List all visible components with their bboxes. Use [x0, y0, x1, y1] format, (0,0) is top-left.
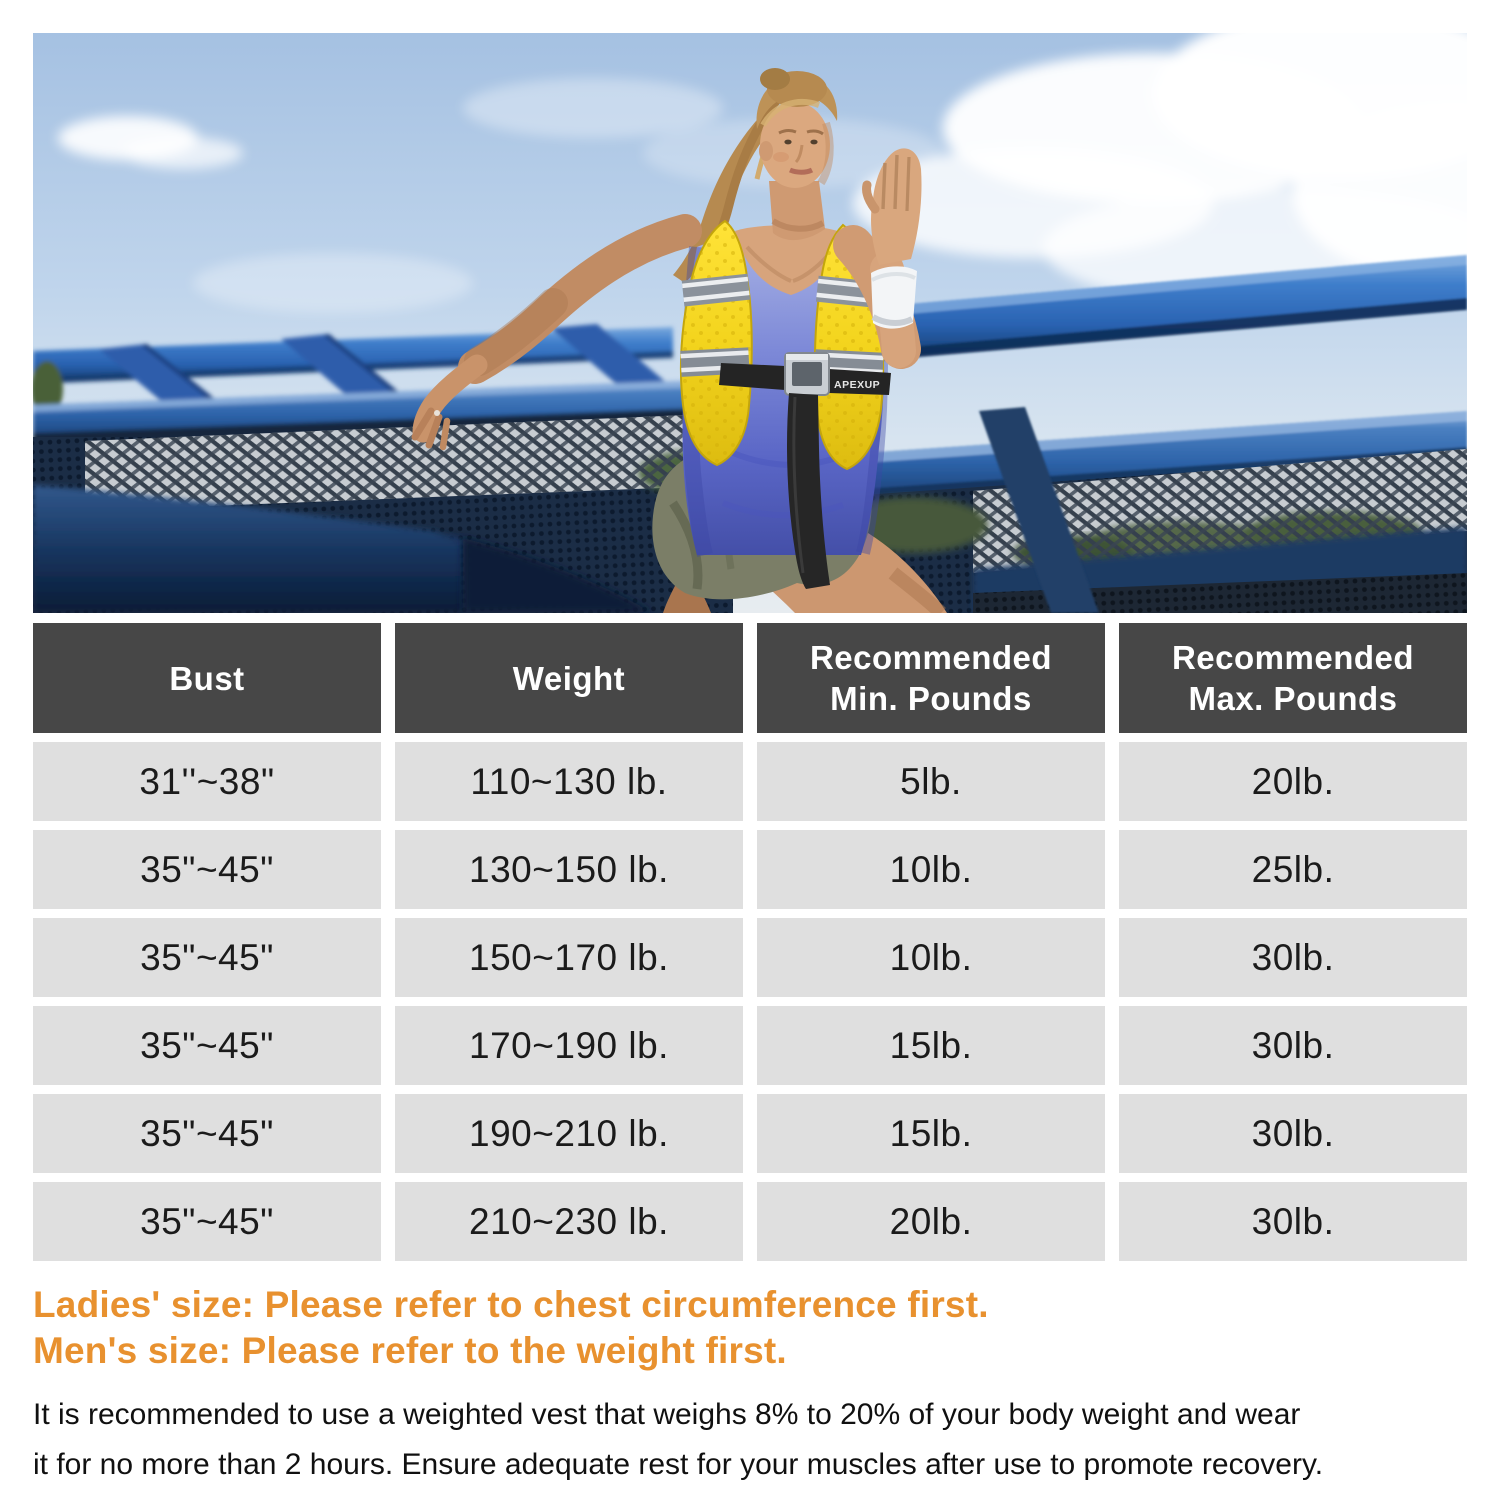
cell-min: 20lb. — [757, 1182, 1105, 1261]
column-header-min-pounds: Recommended Min. Pounds — [757, 623, 1105, 733]
cell-max: 25lb. — [1119, 830, 1467, 909]
cell-min: 15lb. — [757, 1006, 1105, 1085]
cell-bust: 35"~45" — [33, 1094, 381, 1173]
cell-max: 20lb. — [1119, 742, 1467, 821]
weighted-vest: APEXUP — [680, 219, 891, 589]
cell-weight: 170~190 lb. — [395, 1006, 743, 1085]
cell-bust: 35"~45" — [33, 830, 381, 909]
bridge-railing — [33, 255, 1467, 613]
vest-brand-label: APEXUP — [834, 379, 880, 391]
cell-bust: 35"~45" — [33, 1006, 381, 1085]
wristband — [871, 266, 917, 329]
cell-min: 15lb. — [757, 1094, 1105, 1173]
column-header-max-pounds: Recommended Max. Pounds — [1119, 623, 1467, 733]
cell-min: 5lb. — [757, 742, 1105, 821]
cell-bust: 35"~45" — [33, 918, 381, 997]
cell-max: 30lb. — [1119, 918, 1467, 997]
cell-weight: 210~230 lb. — [395, 1182, 743, 1261]
reflective-stripe — [681, 273, 751, 307]
ladies-size-note: Ladies' size: Please refer to chest circ… — [33, 1284, 989, 1325]
cell-min: 10lb. — [757, 830, 1105, 909]
size-chart-table: Bust Weight Recommended Min. Pounds Reco… — [33, 623, 1467, 1261]
cell-weight: 130~150 lb. — [395, 830, 743, 909]
cell-bust: 35"~45" — [33, 1182, 381, 1261]
cell-max: 30lb. — [1119, 1006, 1467, 1085]
product-photo: APEXUP — [33, 33, 1467, 613]
runner-woman: APEXUP — [411, 68, 947, 613]
column-header-bust: Bust — [33, 623, 381, 733]
usage-disclaimer: It is recommended to use a weighted vest… — [33, 1398, 1324, 1481]
cell-weight: 150~170 lb. — [395, 918, 743, 997]
cell-max: 30lb. — [1119, 1182, 1467, 1261]
column-header-weight: Weight — [395, 623, 743, 733]
cell-max: 30lb. — [1119, 1094, 1467, 1173]
bridge-runner-scene: APEXUP — [33, 33, 1467, 613]
mens-size-note: Men's size: Please refer to the weight f… — [33, 1330, 787, 1371]
cell-min: 10lb. — [757, 918, 1105, 997]
cell-bust: 31''~38" — [33, 742, 381, 821]
cell-weight: 110~130 lb. — [395, 742, 743, 821]
cell-weight: 190~210 lb. — [395, 1094, 743, 1173]
foreground-panel — [33, 485, 653, 613]
sizing-notes: Ladies' size: Please refer to chest circ… — [33, 1282, 1467, 1374]
